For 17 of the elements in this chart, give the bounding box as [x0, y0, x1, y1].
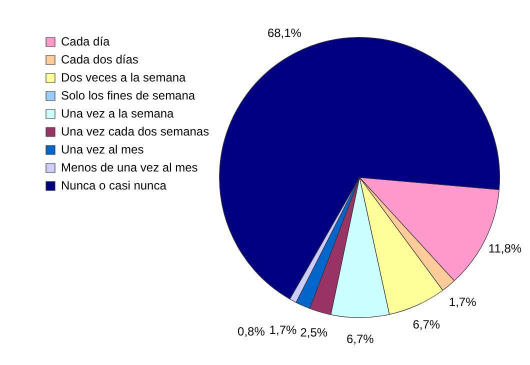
legend-label: Cada día	[61, 34, 110, 48]
legend-label: Solo los fines de semana	[61, 88, 196, 102]
legend-label: Una vez al mes	[61, 142, 144, 156]
legend-label: Cada dos días	[61, 52, 138, 66]
legend-label: Menos de una vez al mes	[61, 160, 198, 174]
legend-label: Dos veces a la semana	[61, 70, 186, 84]
data-label: 1,7%	[448, 295, 477, 310]
data-label: 68,1%	[267, 26, 302, 40]
legend-label: Nunca o casi nunca	[61, 178, 167, 192]
data-label: 1,7%	[269, 323, 297, 338]
data-label: 6,7%	[412, 318, 440, 332]
legend-label: Una vez a la semana	[61, 106, 174, 120]
data-label: 6,7%	[346, 332, 374, 346]
data-label: 0,8%	[238, 324, 266, 339]
legend-label: Una vez cada dos semanas	[61, 124, 210, 138]
data-label: 2,5%	[300, 325, 328, 340]
data-label: 11,8%	[488, 242, 522, 256]
